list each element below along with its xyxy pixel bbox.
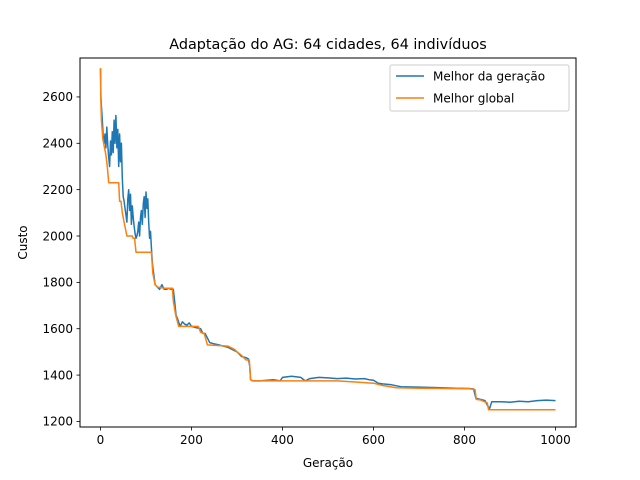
chart-title: Adaptação do AG: 64 cidades, 64 indivídu… [169, 37, 487, 53]
x-tick-label: 400 [271, 433, 294, 447]
legend-box [389, 64, 570, 112]
y-tick-label: 1400 [42, 368, 73, 382]
y-tick-label: 2600 [42, 90, 73, 104]
y-tick-label: 1800 [42, 276, 73, 290]
series-layer [99, 67, 556, 411]
y-axis-label: Custo [16, 225, 30, 259]
series-line-melhor-global [99, 67, 556, 411]
legend: Melhor da geração Melhor global [389, 64, 570, 112]
y-axis: 1200 1400 1600 1800 2000 2200 2400 2600 [42, 90, 80, 429]
axes-frame [79, 57, 577, 428]
x-tick-label: 1000 [540, 433, 571, 447]
y-tick-label: 2400 [42, 137, 73, 151]
x-tick-label: 200 [180, 433, 203, 447]
x-tick-label: 0 [97, 433, 105, 447]
x-axis-label: Geração [303, 456, 353, 470]
x-tick-label: 600 [362, 433, 385, 447]
legend-label-melhor-global: Melhor global [433, 91, 514, 105]
x-axis: 0 200 400 600 800 1000 [97, 427, 571, 447]
x-tick-label: 800 [453, 433, 476, 447]
y-tick-label: 2000 [42, 229, 73, 243]
y-tick-label: 1600 [42, 322, 73, 336]
y-tick-label: 2200 [42, 183, 73, 197]
legend-label-melhor-da-geracao: Melhor da geração [433, 69, 545, 83]
y-tick-label: 1200 [42, 415, 73, 429]
